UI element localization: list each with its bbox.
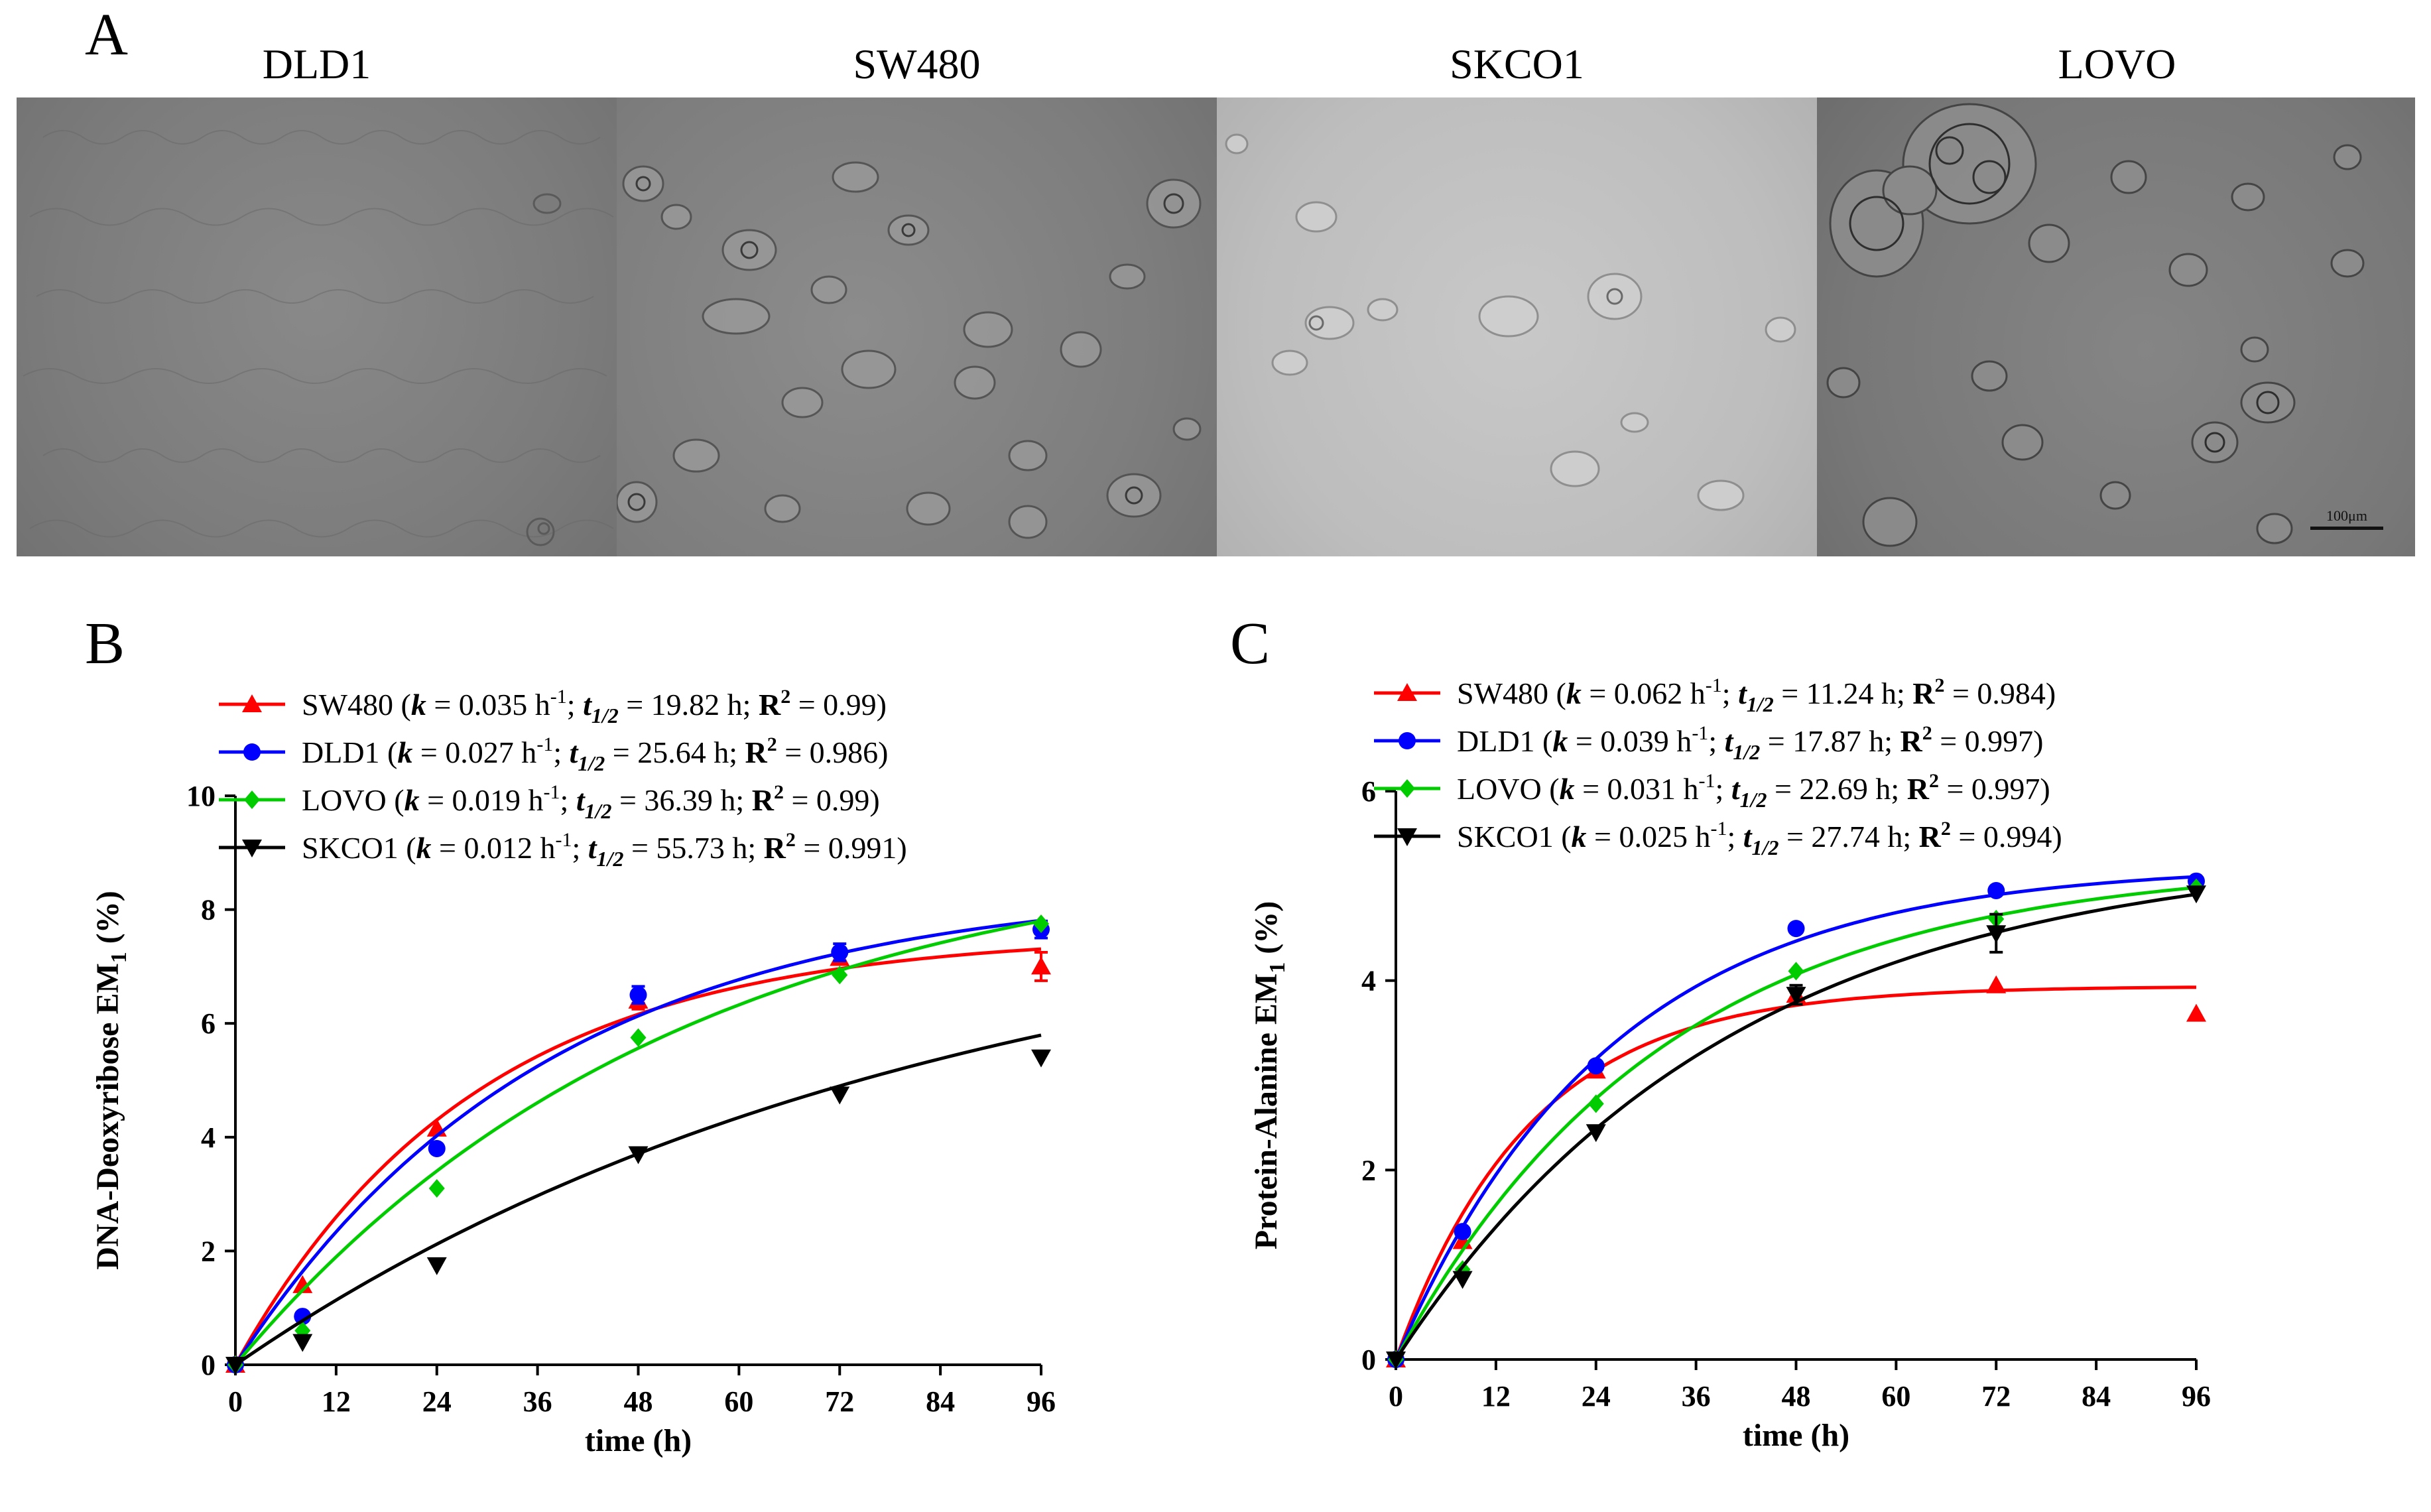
chart-c-point-skco1 xyxy=(1586,1124,1606,1143)
chart-c-y-tick-label: 6 xyxy=(1361,775,1376,808)
chart-c-point-sw480 xyxy=(2186,1003,2206,1022)
legend-c-label-lovo: LOVO (k = 0.031 h-1; t1/2 = 22.69 h; R2 … xyxy=(1457,770,2050,812)
micrograph-dld1 xyxy=(17,97,617,556)
panel-a-letter: A xyxy=(85,2,128,68)
micrograph-label-dld1: DLD1 xyxy=(262,40,371,88)
chart-b-point-dld1 xyxy=(428,1139,446,1157)
legend-b-label-sw480: SW480 (k = 0.035 h-1; t1/2 = 19.82 h; R2… xyxy=(302,686,887,727)
chart-c-x-tick-label: 36 xyxy=(1682,1380,1711,1413)
chart-c-x-tick-label: 60 xyxy=(1881,1380,1910,1413)
chart-b-x-tick-label: 96 xyxy=(1027,1385,1056,1418)
legend-b-marker-sw480 xyxy=(242,694,262,712)
chart-c-point-dld1 xyxy=(1454,1223,1471,1241)
chart-b-point-sw480 xyxy=(1031,956,1051,975)
legend-c-label-sw480: SW480 (k = 0.062 h-1; t1/2 = 11.24 h; R2… xyxy=(1457,674,2056,716)
chart-b-point-skco1 xyxy=(426,1257,447,1275)
chart-c-fit-sw480 xyxy=(1394,985,2197,1360)
chart-b-fit-dld1 xyxy=(233,918,1042,1366)
chart-c-point-skco1 xyxy=(1786,987,1806,1005)
chart-b-y-tick-label: 10 xyxy=(186,780,216,812)
panel-b-letter: B xyxy=(85,611,125,676)
chart-c-x-axis-title: time (h) xyxy=(1743,1418,1849,1453)
chart-c-point-dld1 xyxy=(1787,920,1805,938)
chart-c-y-tick-label: 2 xyxy=(1361,1154,1376,1186)
legend-c-marker-skco1 xyxy=(1397,828,1417,846)
chart-c-x-tick-label: 96 xyxy=(2182,1380,2211,1413)
legend-b-label-lovo: LOVO (k = 0.019 h-1; t1/2 = 36.39 h; R2 … xyxy=(302,781,880,823)
micrograph-label-skco1: SKCO1 xyxy=(1450,40,1584,88)
chart-b-point-skco1 xyxy=(292,1334,313,1352)
chart-b-point-skco1 xyxy=(830,1086,850,1105)
chart-b-x-tick-label: 84 xyxy=(926,1385,955,1418)
chart-c-y-axis-title: Protein-Alanine EM1 (%) xyxy=(1249,901,1290,1249)
legend-b-marker-skco1 xyxy=(242,840,262,857)
micrograph-sw480 xyxy=(617,97,1217,556)
legend-b-label-skco1: SKCO1 (k = 0.012 h-1; t1/2 = 55.73 h; R2… xyxy=(302,829,907,871)
micrograph-label-sw480: SW480 xyxy=(853,40,981,88)
chart-b-point-skco1 xyxy=(225,1357,245,1375)
legend-b-marker-lovo xyxy=(244,790,260,809)
chart-b-y-tick-label: 6 xyxy=(201,1007,216,1040)
legend-c-label-dld1: DLD1 (k = 0.039 h-1; t1/2 = 17.87 h; R2 … xyxy=(1457,722,2044,764)
chart-b-y-tick-label: 4 xyxy=(201,1121,216,1154)
chart-c-point-skco1 xyxy=(1452,1271,1473,1289)
chart-b-point-lovo xyxy=(832,966,848,985)
chart-b-point-dld1 xyxy=(629,986,647,1004)
chart-b-point-lovo xyxy=(630,1028,647,1047)
chart-c-point-lovo xyxy=(1788,962,1804,981)
chart-c-fit-lovo xyxy=(1394,885,2197,1361)
chart-b-x-axis-title: time (h) xyxy=(585,1423,692,1458)
legend-c-label-skco1: SKCO1 (k = 0.025 h-1; t1/2 = 27.74 h; R2… xyxy=(1457,818,2062,859)
micrograph-skco1 xyxy=(1217,97,1817,556)
chart-b-point-skco1 xyxy=(1031,1049,1051,1068)
chart-b-fit-lovo xyxy=(234,919,1042,1366)
chart-c-x-tick-label: 72 xyxy=(1981,1380,2011,1413)
chart-b-point-skco1 xyxy=(628,1146,649,1165)
chart-b-x-tick-label: 60 xyxy=(724,1385,753,1418)
chart-b-y-tick-label: 0 xyxy=(201,1349,216,1381)
chart-b-point-dld1 xyxy=(294,1308,312,1326)
chart-b-point-lovo xyxy=(428,1179,445,1198)
micrograph-lovo: 100μm xyxy=(1817,97,2415,556)
legend-c-marker-dld1 xyxy=(1399,732,1416,749)
chart-c-point-sw480 xyxy=(1986,975,2007,993)
chart-c-point-skco1 xyxy=(1386,1352,1406,1369)
scale-bar-label: 100μm xyxy=(2326,507,2367,524)
legend-c-marker-lovo xyxy=(1399,779,1415,798)
chart-c-y-tick-label: 4 xyxy=(1361,965,1376,997)
chart-c-x-tick-label: 84 xyxy=(2082,1380,2111,1413)
chart-c-point-skco1 xyxy=(1986,925,2007,944)
chart-c-x-tick-label: 12 xyxy=(1481,1380,1511,1413)
chart-b-point-sw480 xyxy=(292,1275,313,1293)
chart-b-x-tick-label: 0 xyxy=(228,1385,243,1418)
chart-b-x-tick-label: 48 xyxy=(624,1385,653,1418)
chart-b-y-tick-label: 8 xyxy=(201,894,216,926)
chart-b-x-tick-label: 36 xyxy=(523,1385,552,1418)
chart-c-x-tick-label: 0 xyxy=(1389,1380,1403,1413)
micrograph-label-lovo: LOVO xyxy=(2058,40,2176,88)
chart-c-point-dld1 xyxy=(1587,1057,1605,1075)
scale-bar xyxy=(2310,527,2383,530)
chart-c-point-dld1 xyxy=(1987,881,2005,899)
panel-c-letter: C xyxy=(1230,611,1270,676)
chart-b-x-tick-label: 12 xyxy=(322,1385,351,1418)
legend-b-label-dld1: DLD1 (k = 0.027 h-1; t1/2 = 25.64 h; R2 … xyxy=(302,733,889,775)
legend-c-marker-sw480 xyxy=(1397,683,1417,701)
chart-b-point-dld1 xyxy=(831,943,849,961)
chart-c-point-skco1 xyxy=(2186,885,2206,904)
legend-b-marker-dld1 xyxy=(243,743,261,761)
chart-c-x-tick-label: 24 xyxy=(1582,1380,1611,1413)
chart-b-y-tick-label: 2 xyxy=(201,1235,216,1267)
chart-b-point-lovo xyxy=(1033,914,1049,934)
chart-b-x-tick-label: 72 xyxy=(825,1385,854,1418)
chart-c-x-tick-label: 48 xyxy=(1782,1380,1811,1413)
chart-b-y-axis-title: DNA-Deoxyribose EM1 (%) xyxy=(90,891,131,1270)
chart-c-point-lovo xyxy=(1588,1094,1604,1113)
chart-c-y-tick-label: 0 xyxy=(1361,1344,1376,1376)
chart-c-fit-dld1 xyxy=(1394,875,2197,1361)
chart-b-x-tick-label: 24 xyxy=(422,1385,452,1418)
